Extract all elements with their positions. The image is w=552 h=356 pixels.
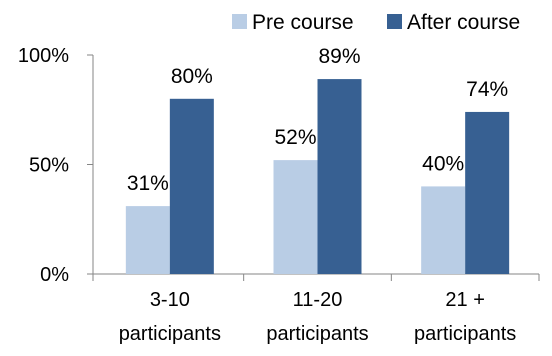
x-category-label: participants [414, 323, 516, 345]
y-tick-label: 0% [40, 264, 69, 286]
data-labels: 31% 52% 40% 80% 89% 74% [127, 45, 508, 195]
data-label: 52% [274, 126, 316, 149]
data-label: 80% [171, 65, 213, 88]
legend-label: After course [407, 11, 520, 34]
bar-after-course [169, 98, 214, 274]
bar-after-course [317, 79, 362, 274]
y-tick-label: 100% [18, 45, 69, 67]
legend: Pre course After course [232, 11, 520, 34]
bars [125, 79, 510, 274]
data-label: 74% [466, 78, 508, 101]
data-label: 40% [422, 152, 464, 175]
legend-label: Pre course [252, 11, 354, 34]
y-tick-label: 50% [29, 155, 69, 177]
legend-swatch [232, 14, 247, 29]
x-category-label: 3-10 [150, 289, 190, 311]
bar-after-course [465, 111, 510, 274]
bar-pre-course [125, 206, 170, 274]
axes: 0% 50% 100% 3-10 participants 11-20 participan… [18, 45, 540, 345]
x-category-label: 11-20 [293, 289, 343, 311]
bar-pre-course [273, 160, 318, 274]
bar-pre-course [421, 186, 466, 274]
x-category-label: participants [119, 323, 221, 345]
data-label: 89% [318, 45, 360, 68]
data-label: 31% [127, 172, 169, 195]
x-category-label: participants [266, 323, 368, 345]
x-category-label: 21 + [445, 289, 484, 311]
legend-swatch [387, 14, 402, 29]
